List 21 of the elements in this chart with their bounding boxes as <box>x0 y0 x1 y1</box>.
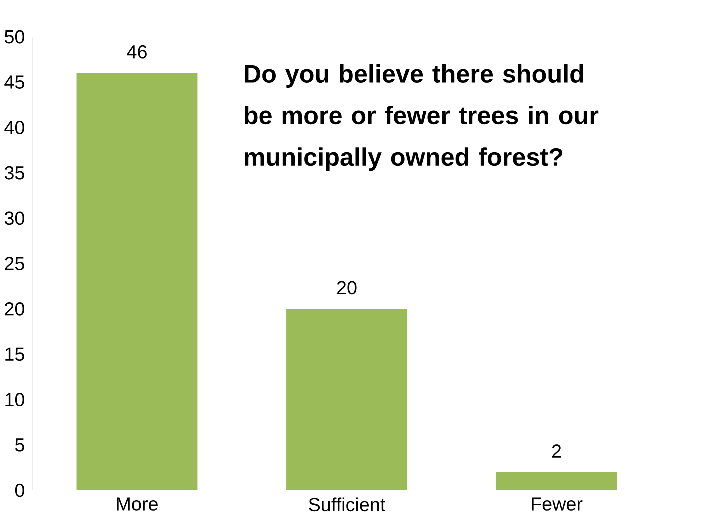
y-tick-label: 15 <box>6 348 24 362</box>
y-tick-label: 35 <box>4 166 24 180</box>
y-tick-label: 50 <box>4 30 24 44</box>
data-label: 2 <box>552 444 562 458</box>
data-label: 20 <box>337 281 357 295</box>
y-tick-label: 40 <box>4 121 24 135</box>
y-tick-label: 45 <box>4 76 24 90</box>
y-tick-label: 10 <box>6 393 24 407</box>
x-tick-label: Fewer <box>532 498 583 511</box>
bar <box>76 73 198 491</box>
x-tick-label: Sufficient <box>309 498 386 512</box>
y-tick-label: 20 <box>5 302 24 316</box>
x-tick-label: More <box>117 498 158 511</box>
bar <box>286 309 408 491</box>
bar <box>496 472 618 491</box>
y-tick-label: 30 <box>4 212 24 226</box>
y-tick-label: 0 <box>15 484 24 498</box>
text: Do you believe there should be more or fewer trees in our municipally owned forest? <box>245 64 599 172</box>
y-tick-label: 5 <box>15 438 24 452</box>
data-label: 46 <box>127 46 147 59</box>
y-tick-label: 25 <box>5 257 24 271</box>
